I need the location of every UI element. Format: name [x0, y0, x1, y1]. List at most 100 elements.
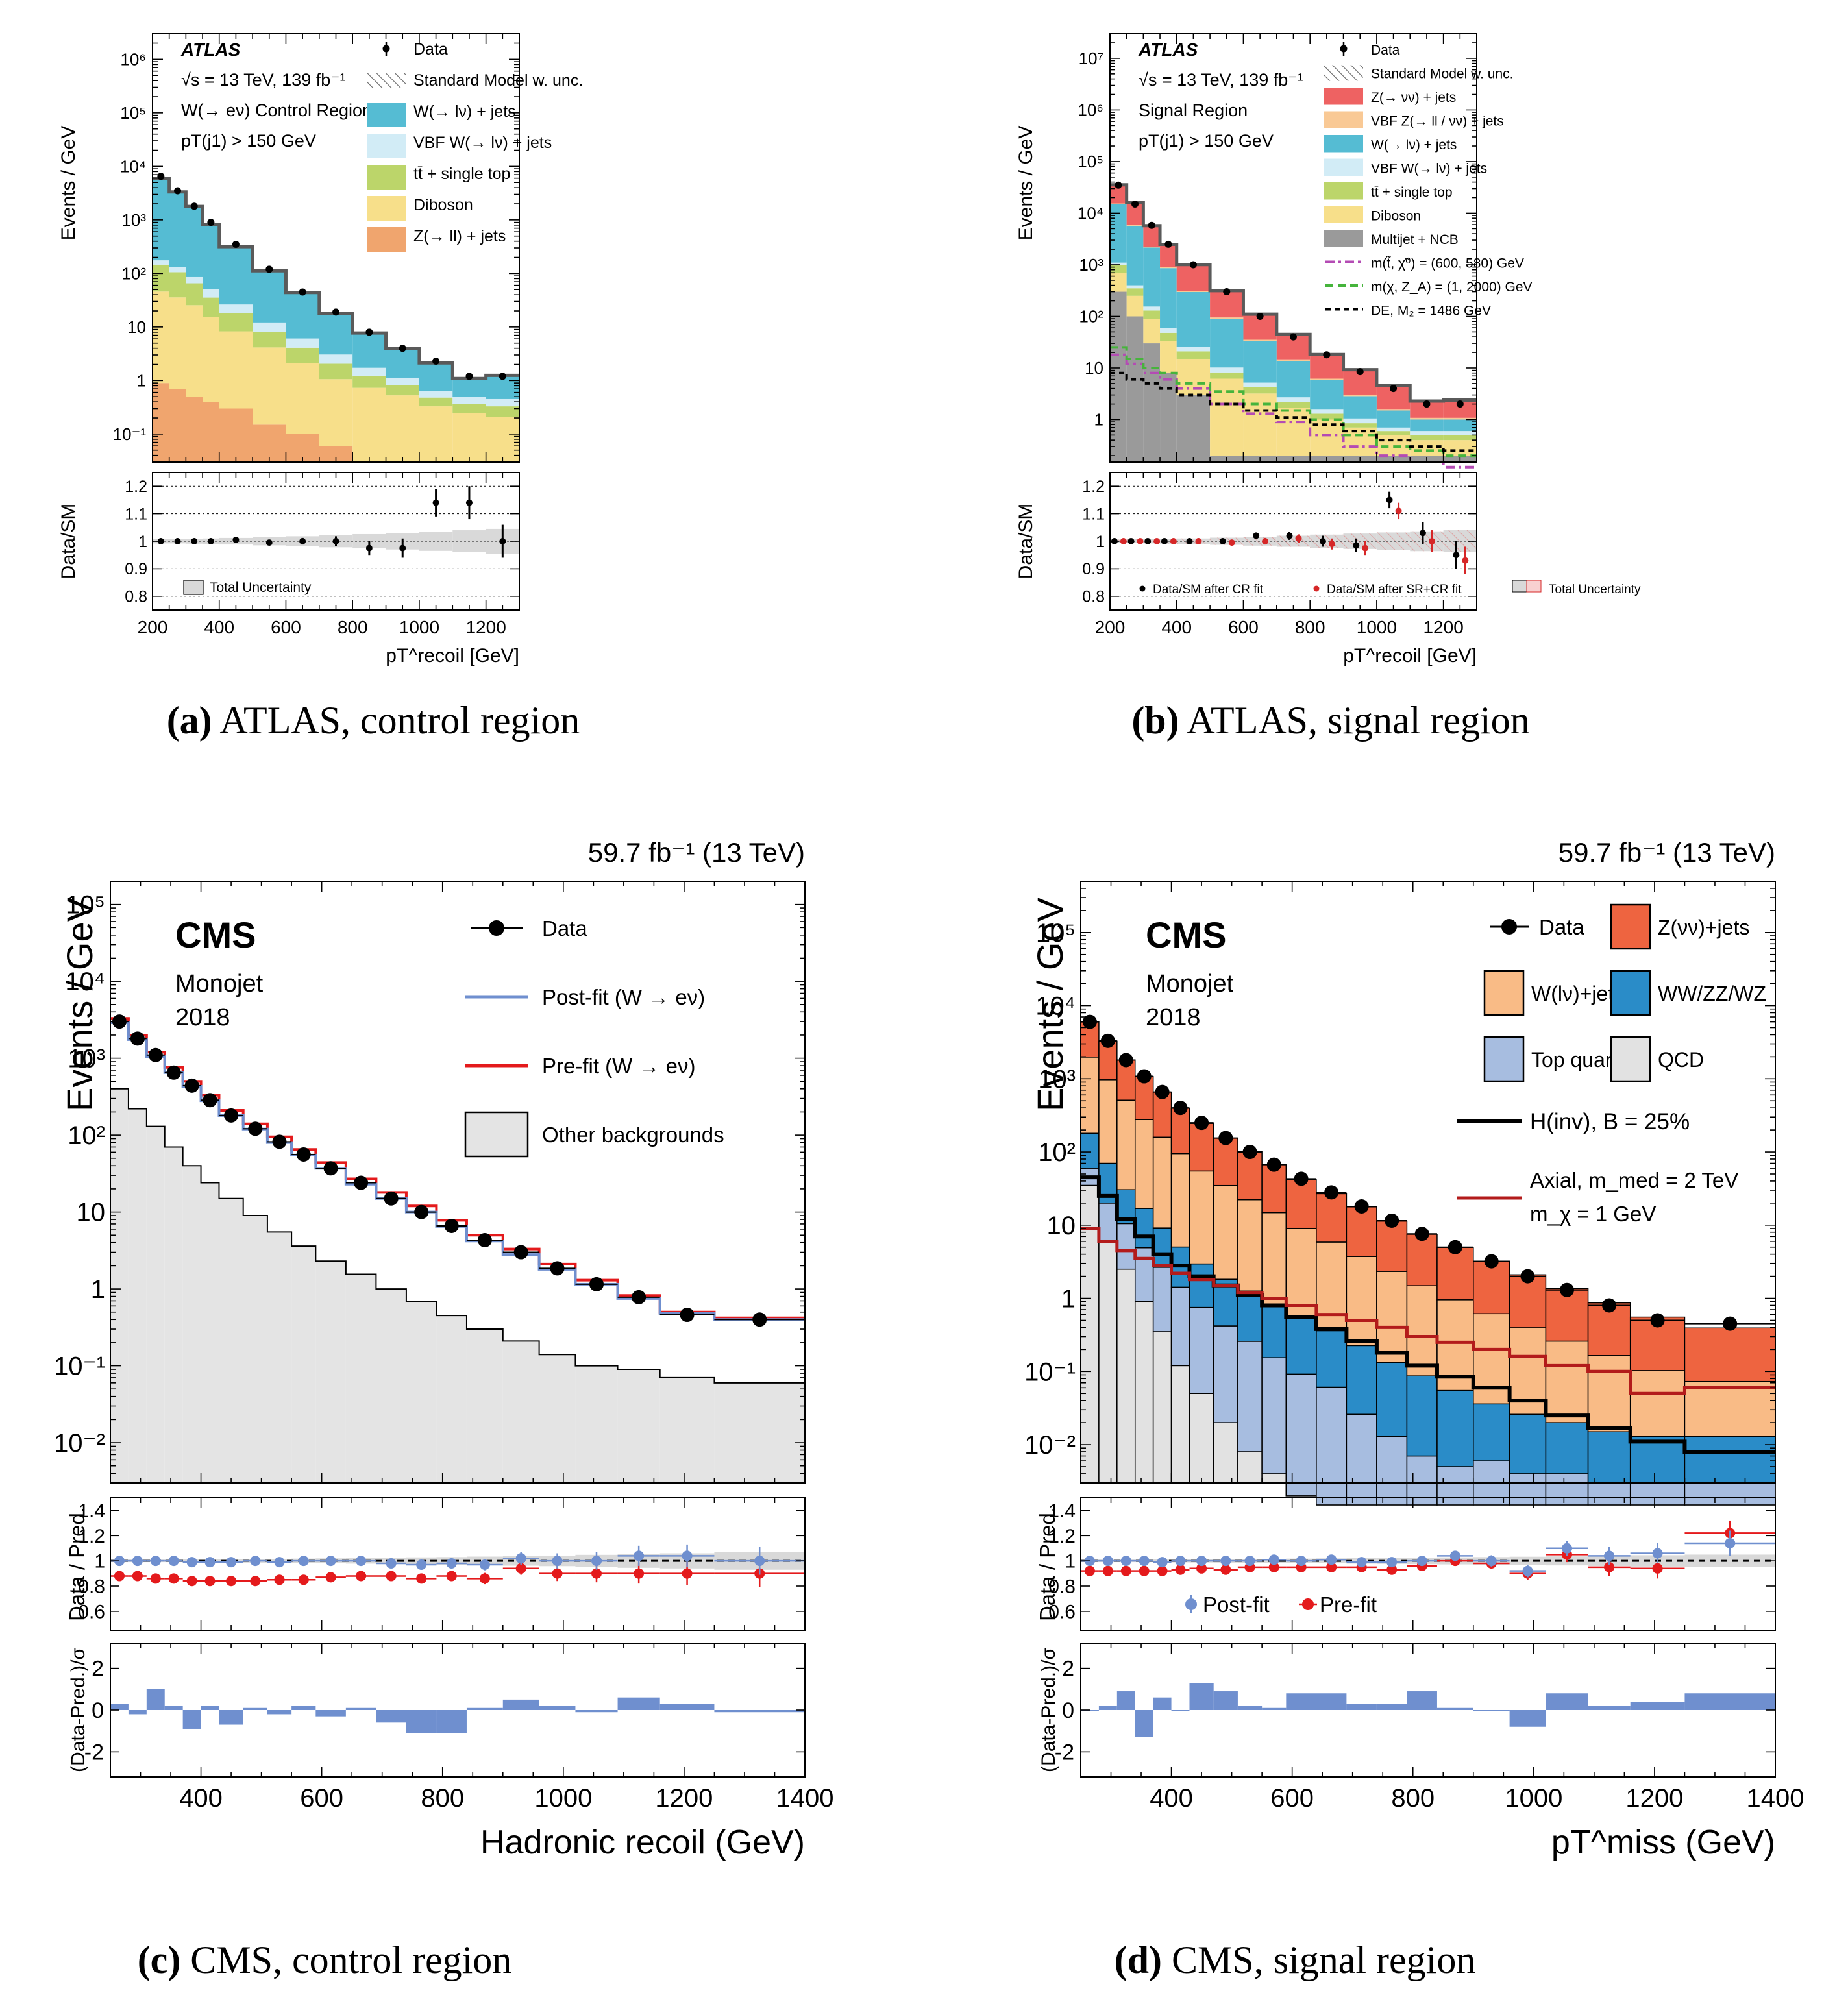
- stack-bar: [1134, 1208, 1154, 1249]
- stack-bar: [1443, 440, 1477, 456]
- data-point: [1414, 1227, 1429, 1241]
- y-tick-label: 10: [127, 317, 146, 337]
- stack-bar: [1213, 1325, 1238, 1423]
- pull-bar: [1171, 1710, 1190, 1711]
- caption-text: ATLAS, control region: [212, 699, 580, 742]
- other-backgrounds-hist: [110, 1088, 805, 1483]
- legend-marker: [1340, 45, 1348, 53]
- pull-bar: [315, 1710, 346, 1717]
- ratio-legend-label: Data/SM after CR fit: [1153, 583, 1264, 596]
- pull-bar: [1546, 1693, 1588, 1710]
- legend-label: VBF W(→ lν) + jets: [413, 134, 552, 152]
- pull-bar: [219, 1710, 243, 1725]
- stack-bar: [1189, 1123, 1214, 1172]
- stack-bar: [1160, 268, 1177, 328]
- other-bkg-bar: [164, 1147, 183, 1483]
- legend-symbol: [1324, 88, 1363, 105]
- stack-bar: [186, 283, 203, 306]
- uncertainty-band-sr: [1210, 537, 1244, 545]
- stack-bar: [1473, 1313, 1510, 1405]
- y-tick-label: 1: [138, 533, 147, 551]
- ratio-point: [479, 1573, 490, 1584]
- stack-bar: [1126, 295, 1144, 317]
- legend-symbol: [1324, 111, 1363, 128]
- x-tick-label: 1400: [1747, 1784, 1805, 1813]
- stack-bar: [1587, 1355, 1631, 1432]
- data-point: [1155, 1084, 1170, 1099]
- stack-bar: [1213, 1137, 1238, 1186]
- ratio-point: [204, 1557, 216, 1568]
- legend-label: Top quark: [1531, 1048, 1623, 1071]
- data-point: [1456, 400, 1464, 408]
- data-point: [1294, 1171, 1309, 1186]
- y-tick-label: 10³: [121, 210, 146, 230]
- other-bkg-bar: [617, 1369, 660, 1483]
- legend-label: QCD: [1658, 1048, 1704, 1071]
- stack-bar: [1343, 423, 1377, 428]
- y-axis-title: Events / GeV: [1029, 897, 1070, 1112]
- pull-bar: [617, 1697, 660, 1710]
- ratio-point: [325, 1572, 336, 1583]
- pull-bar: [466, 1707, 503, 1710]
- ratio-point: [386, 1558, 397, 1569]
- stack-bar: [1285, 1317, 1317, 1375]
- data-point: [1194, 1116, 1209, 1131]
- stack-bar: [1243, 339, 1277, 341]
- stack-bar: [1116, 1223, 1136, 1270]
- pull-bar: [1135, 1710, 1153, 1737]
- stack-bar: [1176, 351, 1211, 359]
- ratio-point: [168, 1573, 179, 1584]
- pull-bar: [291, 1706, 316, 1710]
- stack-bar: [1587, 1431, 1631, 1484]
- y-tick-label: 10⁷: [1079, 49, 1103, 68]
- uncertainty-band-sr: [1243, 537, 1277, 546]
- legend-hatch: [1324, 65, 1363, 81]
- stack-bar: [1116, 1268, 1136, 1484]
- other-bkg-bar: [376, 1289, 406, 1483]
- pull-bar: [146, 1689, 165, 1710]
- stack-bar: [153, 178, 169, 261]
- data-point: [232, 240, 240, 248]
- stack-bar: [1160, 373, 1177, 462]
- x-tick-label: 1400: [776, 1784, 834, 1813]
- y-tick-label: 10²: [1079, 307, 1103, 326]
- legend-symbol: [1324, 182, 1363, 200]
- stack-bar: [1143, 310, 1161, 319]
- pull-bar: [502, 1699, 539, 1710]
- pull-bar: [1116, 1691, 1135, 1710]
- stack-bar: [1237, 1341, 1263, 1452]
- y-tick-label: 10⁻¹: [113, 424, 147, 444]
- stack-bar: [203, 297, 219, 317]
- stack-bar: [1684, 1380, 1776, 1437]
- ratio-point: [1220, 1556, 1231, 1567]
- legend-swatch: [464, 1111, 529, 1158]
- ratio-point: [356, 1556, 367, 1567]
- stack-bar: [1443, 419, 1477, 432]
- stack-bar: [1410, 435, 1444, 441]
- ratio-point: [416, 1573, 427, 1584]
- stack-bar: [486, 398, 519, 407]
- uncertainty-band-sr: [1376, 532, 1411, 550]
- stack-bar: [386, 348, 419, 378]
- ratio-point: [356, 1571, 367, 1582]
- stack-bar: [1443, 417, 1477, 420]
- stack-bar: [1376, 1271, 1408, 1363]
- other-bkg-bar: [315, 1261, 346, 1483]
- data-point: [499, 373, 506, 380]
- ratio-legend-label: Total Uncertainty: [210, 580, 312, 595]
- stack-bar: [1126, 225, 1144, 286]
- stack-bar: [1261, 1304, 1287, 1358]
- stack-bar: [352, 387, 386, 462]
- ratio-legend-label: Data/SM after SR+CR fit: [1327, 583, 1462, 596]
- ratio-point: [1084, 1565, 1095, 1576]
- pull-bar: [182, 1710, 201, 1729]
- pull-bar: [376, 1710, 406, 1723]
- stack-bar: [219, 304, 253, 313]
- y-tick-label: 10⁴: [1078, 204, 1103, 223]
- legend-label: m(χ, Z_A) = (1, 2000) GeV: [1371, 280, 1533, 295]
- stack-bar: [253, 322, 286, 332]
- stack-bar: [1376, 410, 1411, 428]
- ratio-point: [250, 1576, 261, 1587]
- stack-bar: [452, 403, 486, 413]
- stack-bar: [1243, 341, 1277, 383]
